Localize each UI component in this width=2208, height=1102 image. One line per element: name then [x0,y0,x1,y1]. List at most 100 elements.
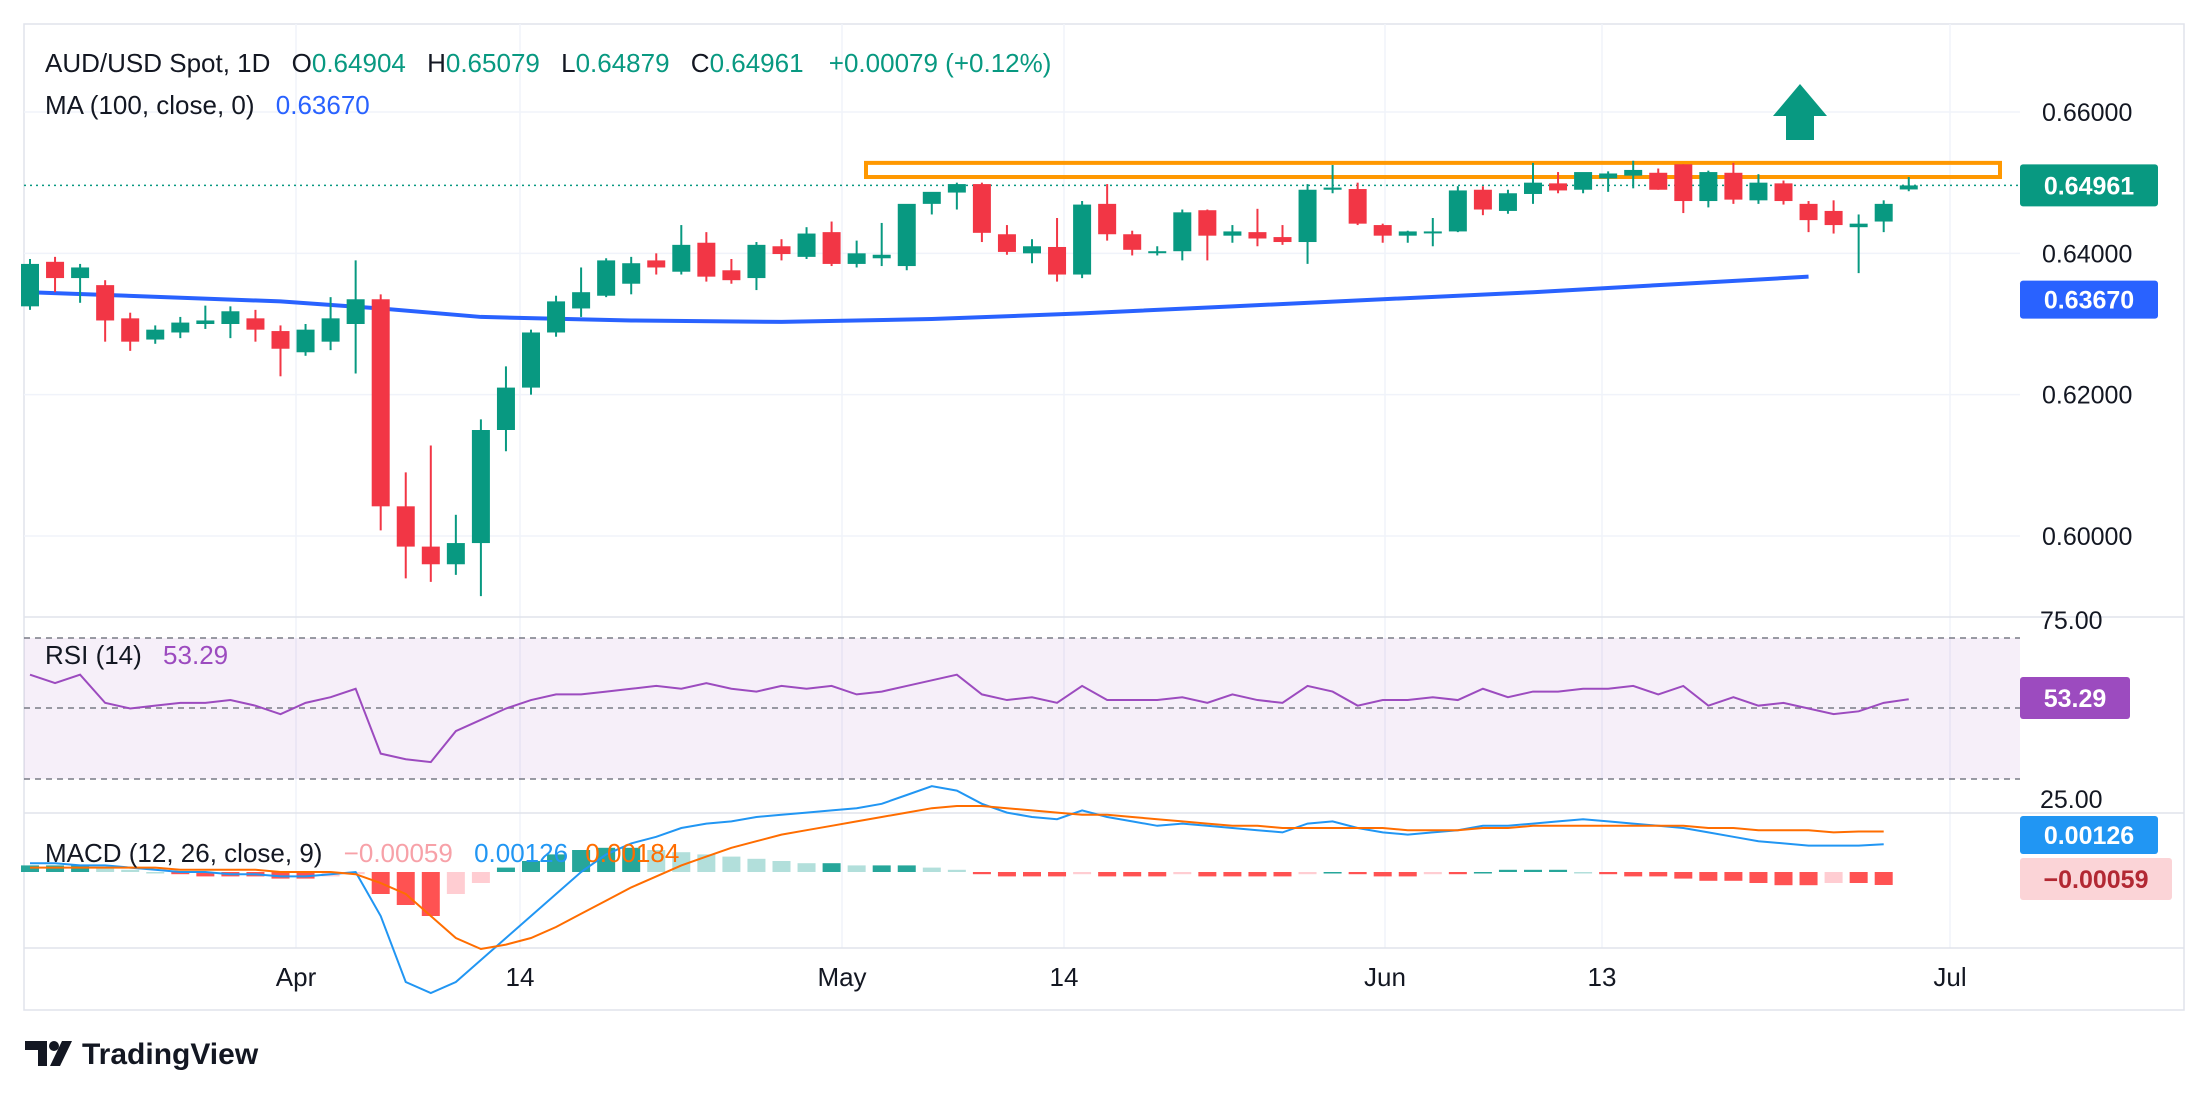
candle [1624,160,1643,189]
macd-histogram-bar [997,872,1016,877]
hist-value-badge [2020,858,2172,900]
price-tick-label: 0.60000 [2042,523,2132,551]
candle [697,232,716,282]
candle [321,297,340,351]
rsi-tick-lower: 25.00 [2040,786,2103,814]
candle-body [1849,223,1868,228]
candle [597,258,616,298]
time-axis[interactable]: Apr 14 May 14 Jun 13 Jul [276,962,1967,992]
rsi-legend: RSI (14) 53.29 [45,640,228,670]
macd-histogram-bar [1874,872,1893,885]
candle [647,253,666,275]
candle [1699,170,1718,208]
candle [1048,218,1067,282]
candle-body [622,263,641,284]
tradingview-logo[interactable]: TradingView [25,1038,259,1071]
rsi-line[interactable] [29,673,1909,764]
macd-histogram-bar [622,847,641,872]
macd-histogram-bar [647,850,666,872]
candlestick-series[interactable] [21,160,1918,597]
rsi-value-label: 53.29 [2044,685,2107,713]
up-arrow-icon [1773,84,1827,140]
legend-h-value: 0.65079 [446,48,540,78]
candle-body [972,184,991,233]
time-tick-label: Jun [1364,962,1406,992]
macd-histogram-bar [1273,872,1292,877]
macd-histogram-bar [1298,872,1317,875]
macd-histogram-bar [96,867,115,872]
svg-text:MA (100, close, 0) 0.6: MA (100, close, 0) 0.63670 [45,90,370,120]
resistance-zone[interactable] [864,160,2002,180]
price-axis[interactable]: 0.66000 0.64000 0.62000 0.60000 [2042,99,2132,551]
candle [121,312,140,351]
time-tick-label: 14 [1050,962,1079,992]
candle [1023,239,1041,264]
macd-histogram-bar [1023,872,1041,877]
candle [947,182,966,210]
macd-histogram-bar [71,865,90,872]
candle [71,263,90,303]
macd-histogram-bar [522,861,540,872]
candle [672,225,691,275]
macd-histogram-bar [121,869,140,872]
macd-histogram-bar [1624,872,1643,877]
macd-legend-signal: 0.00184 [585,838,679,868]
candle [1824,200,1843,234]
candle-body [1549,183,1568,191]
candle-body [1398,231,1417,236]
macd-histogram-bar [572,850,591,872]
macd-histogram-bar [1373,872,1392,877]
legend-c-value: 0.64961 [710,48,804,78]
candle [1473,186,1492,216]
candle-body [1273,237,1292,243]
macd-histogram[interactable] [21,847,1893,916]
candle-body [396,506,415,547]
candle-body [421,546,440,565]
macd-histogram-bar [1223,872,1242,877]
macd-histogram-bar [897,865,916,872]
candle [1323,165,1342,194]
candle [1148,246,1167,256]
candle-body [1749,182,1768,201]
candle-body [522,332,540,388]
macd-histogram-bar [1423,872,1442,875]
candle [46,256,65,293]
last-price-badge: 0.64961 [2020,164,2158,207]
candle [922,191,941,215]
candle-body [1724,172,1743,200]
brand-name: TradingView [82,1038,259,1071]
svg-text:RSI (14) 53.29: RSI (14) 53.29 [45,640,228,670]
legend-o-value: 0.64904 [312,48,406,78]
candle-body [1223,231,1242,236]
candle-body [1148,251,1167,254]
candle-body [797,233,816,257]
candle [21,258,39,310]
time-tick-label: May [817,962,866,992]
candle-body [1524,182,1542,194]
last-price-label: 0.64961 [2044,172,2134,200]
candle [1123,230,1142,256]
macd-histogram-bar [1649,872,1668,877]
candle [1724,162,1743,204]
signal-line[interactable] [30,805,1884,951]
candle [1223,225,1242,243]
time-tick-label: 13 [1588,962,1617,992]
candle-body [997,234,1016,252]
candle [872,222,891,267]
macd-legend-hist: −0.00059 [344,838,453,868]
macd-histogram-bar [772,861,791,872]
candle-body [772,246,791,255]
candle-body [1298,189,1317,243]
candle-body [1774,183,1793,202]
candle [196,305,215,329]
legend-ma-label: MA (100, close, 0) [45,90,255,120]
legend-l-label: L [561,48,575,78]
candle [1073,201,1092,279]
candle [1373,223,1392,243]
candle-body [321,318,340,342]
candle [1398,230,1417,243]
candle-body [246,318,265,330]
candle-body [1173,212,1192,252]
rsi-legend-value: 53.29 [163,640,228,670]
